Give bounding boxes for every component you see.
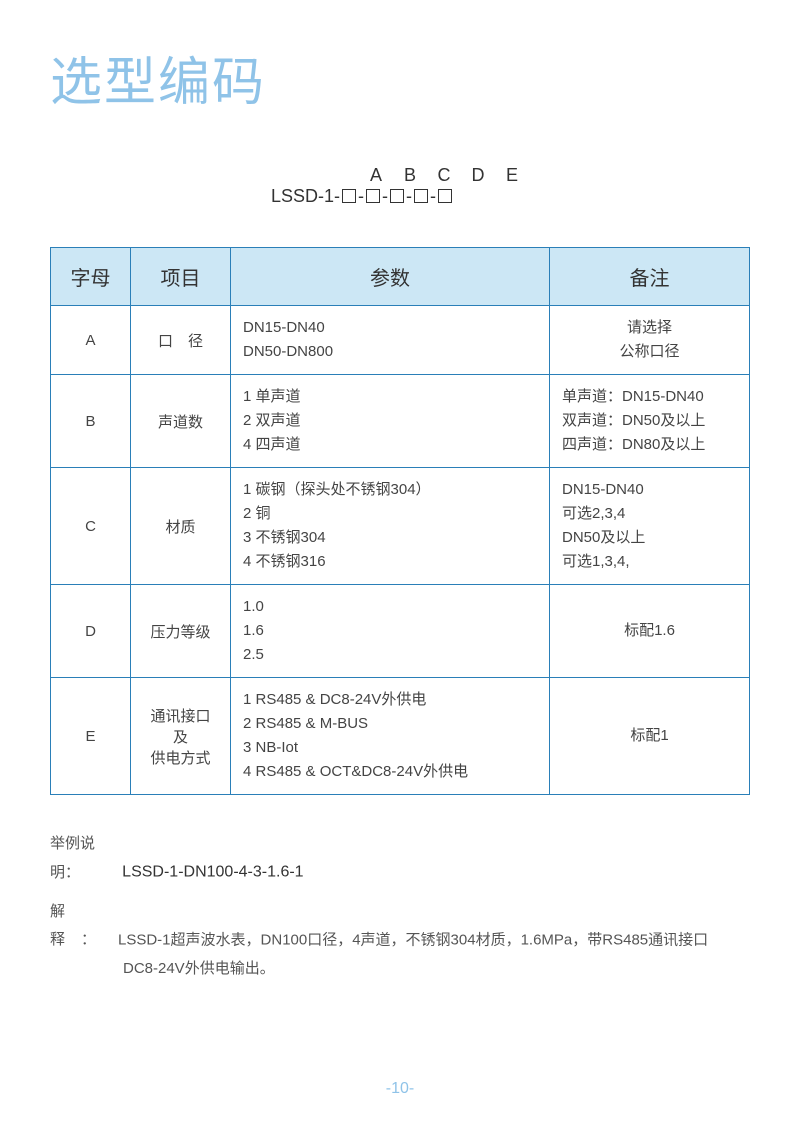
table-row: D压力等级1.01.62.5标配1.6 (51, 585, 750, 678)
code-pattern: LSSD-1----- (271, 186, 529, 207)
code-letter-labels: ABCDE (359, 165, 529, 186)
header-note: 备注 (550, 248, 750, 306)
page-number: -10- (0, 1080, 800, 1098)
cell-note: 请选择公称口径 (550, 306, 750, 375)
cell-note: 标配1 (550, 678, 750, 795)
cell-letter: A (51, 306, 131, 375)
cell-param: 1 单声道2 双声道4 四声道 (231, 375, 550, 468)
cell-param: 1 碳钢（探头处不锈钢304）2 铜3 不锈钢3044 不锈钢316 (231, 468, 550, 585)
header-param: 参数 (231, 248, 550, 306)
cell-letter: E (51, 678, 131, 795)
explain-text-2: DC8-24V外供电输出。 (50, 955, 750, 984)
cell-note: DN15-DN40可选2,3,4DN50及以上可选1,3,4, (550, 468, 750, 585)
explain-text-1: LSSD-1超声波水表，DN100口径，4声道，不锈钢304材质，1.6MPa，… (118, 931, 708, 948)
table-row: A口 径DN15-DN40DN50-DN800请选择公称口径 (51, 306, 750, 375)
page-title: 选型编码 (50, 40, 750, 115)
code-template: ABCDE LSSD-1----- (50, 165, 750, 207)
table-row: C材质1 碳钢（探头处不锈钢304）2 铜3 不锈钢3044 不锈钢316DN1… (51, 468, 750, 585)
cell-note: 标配1.6 (550, 585, 750, 678)
example-label: 举例说明： (50, 830, 118, 887)
cell-param: DN15-DN40DN50-DN800 (231, 306, 550, 375)
cell-item: 声道数 (131, 375, 231, 468)
cell-param: 1 RS485 & DC8-24V外供电2 RS485 & M-BUS3 NB-… (231, 678, 550, 795)
table-row: E通讯接口及供电方式1 RS485 & DC8-24V外供电2 RS485 & … (51, 678, 750, 795)
cell-item: 压力等级 (131, 585, 231, 678)
table-header-row: 字母 项目 参数 备注 (51, 248, 750, 306)
cell-letter: C (51, 468, 131, 585)
spec-table: 字母 项目 参数 备注 A口 径DN15-DN40DN50-DN800请选择公称… (50, 247, 750, 795)
cell-item: 通讯接口及供电方式 (131, 678, 231, 795)
cell-param: 1.01.62.5 (231, 585, 550, 678)
cell-note: 单声道：DN15-DN40双声道：DN50及以上四声道：DN80及以上 (550, 375, 750, 468)
explain-label: 解释： (50, 898, 118, 955)
example-block: 举例说明： LSSD-1-DN100-4-3-1.6-1 解释：LSSD-1超声… (50, 830, 750, 983)
example-code: LSSD-1-DN100-4-3-1.6-1 (122, 864, 303, 881)
cell-item: 口 径 (131, 306, 231, 375)
cell-letter: D (51, 585, 131, 678)
cell-letter: B (51, 375, 131, 468)
header-letter: 字母 (51, 248, 131, 306)
header-item: 项目 (131, 248, 231, 306)
cell-item: 材质 (131, 468, 231, 585)
table-row: B声道数1 单声道2 双声道4 四声道单声道：DN15-DN40双声道：DN50… (51, 375, 750, 468)
